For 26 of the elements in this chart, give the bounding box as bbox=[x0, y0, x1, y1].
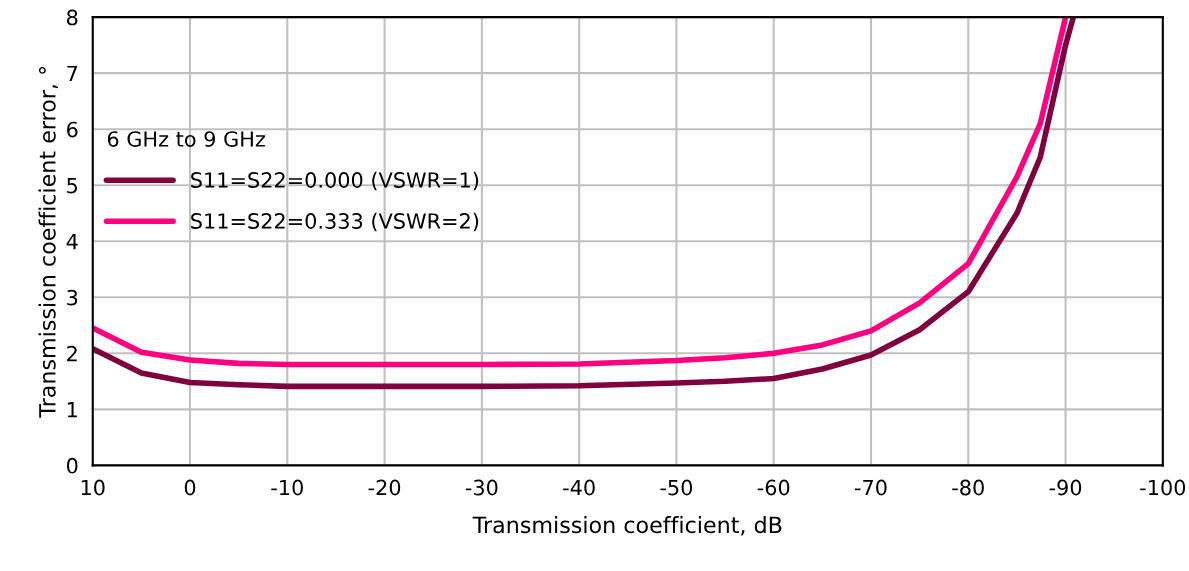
x-tick-label: 10 bbox=[81, 479, 105, 496]
y-axis-title: Transmission coefficient error, ° bbox=[38, 66, 58, 418]
x-tick-label: -80 bbox=[952, 479, 984, 496]
x-tick-label: -90 bbox=[1049, 479, 1082, 496]
y-tick-label: 2 bbox=[67, 345, 77, 362]
x-tick-label: -60 bbox=[757, 479, 790, 496]
x-tick-label: -70 bbox=[855, 479, 887, 496]
legend-label: S11=S22=0.000 (VSWR=1) bbox=[191, 171, 479, 191]
x-tick-label: -40 bbox=[563, 479, 595, 496]
x-tick-label: -50 bbox=[660, 479, 693, 496]
y-tick-label: 6 bbox=[67, 121, 78, 138]
y-tick-label: 8 bbox=[67, 9, 78, 26]
y-tick-label: 7 bbox=[67, 65, 78, 82]
y-tick-label: 4 bbox=[66, 233, 78, 250]
y-tick-label: 5 bbox=[67, 177, 78, 194]
x-tick-label: 0 bbox=[184, 479, 196, 496]
y-tick-label: 3 bbox=[67, 289, 78, 306]
x-tick-label: -10 bbox=[271, 479, 303, 496]
x-axis-title: Transmission coefficient, dB bbox=[472, 516, 782, 536]
x-tick-label: -100 bbox=[1140, 479, 1186, 496]
y-tick-label: 0 bbox=[66, 457, 78, 474]
y-tick-label: 1 bbox=[67, 402, 77, 418]
x-tick-label: -20 bbox=[368, 479, 401, 496]
x-tick-label: -30 bbox=[465, 479, 498, 496]
legend-label: S11=S22=0.333 (VSWR=2) bbox=[191, 212, 479, 232]
legend-title: 6 GHz to 9 GHz bbox=[107, 131, 265, 147]
